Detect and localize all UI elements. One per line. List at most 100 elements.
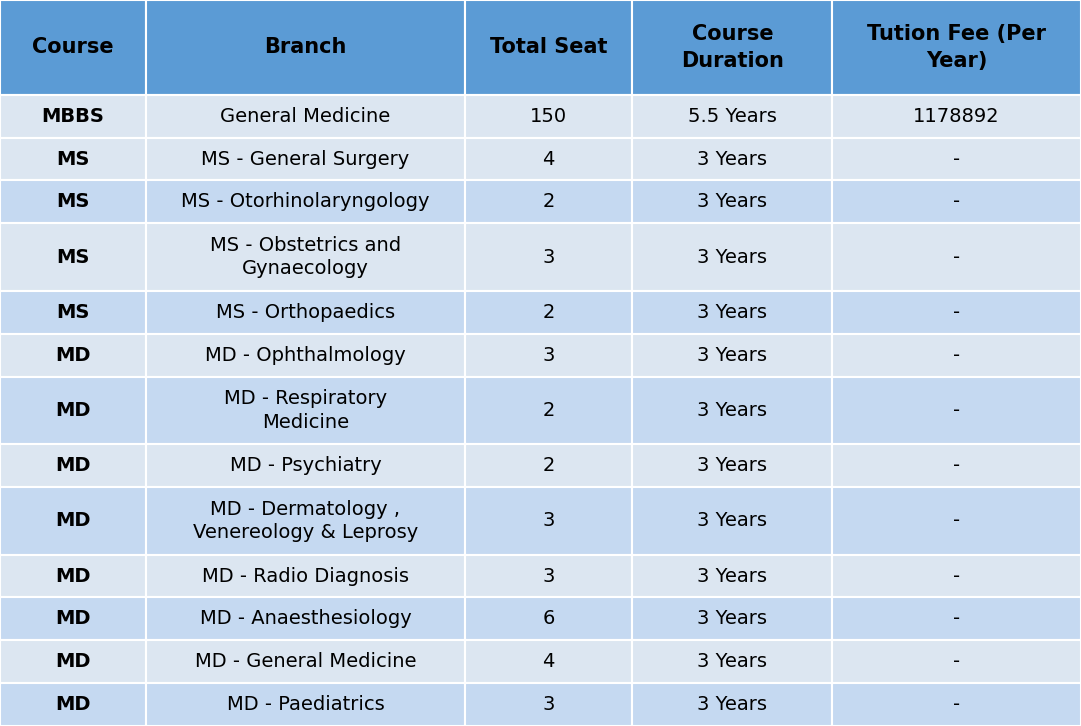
Bar <box>832 224 1081 291</box>
Text: -: - <box>953 248 960 266</box>
Text: MD - Dermatology ,
Venereology & Leprosy: MD - Dermatology , Venereology & Leprosy <box>192 499 418 542</box>
Text: 1178892: 1178892 <box>913 107 1000 126</box>
Text: 2: 2 <box>543 456 555 475</box>
Text: 4: 4 <box>543 652 555 672</box>
Text: -: - <box>953 609 960 629</box>
Text: MS - Otorhinolaryngology: MS - Otorhinolaryngology <box>182 192 429 211</box>
Bar <box>0 334 146 377</box>
Text: 3: 3 <box>543 695 555 714</box>
Text: MD - Respiratory
Medicine: MD - Respiratory Medicine <box>224 389 387 432</box>
Text: Course
Duration: Course Duration <box>681 24 784 70</box>
Bar <box>146 95 465 138</box>
Text: -: - <box>953 652 960 672</box>
Text: 3 Years: 3 Years <box>697 346 768 364</box>
Text: MD - Anaesthesiology: MD - Anaesthesiology <box>200 609 411 629</box>
Bar <box>832 555 1081 597</box>
Bar <box>632 377 832 444</box>
Text: MS: MS <box>56 192 90 211</box>
Bar <box>146 597 465 640</box>
Text: MD: MD <box>55 566 91 586</box>
Bar <box>465 334 632 377</box>
Text: 2: 2 <box>543 401 555 420</box>
Bar <box>632 640 832 683</box>
Bar <box>146 138 465 181</box>
Bar <box>0 444 146 487</box>
Text: MS: MS <box>56 248 90 266</box>
Bar <box>0 487 146 555</box>
Bar <box>146 444 465 487</box>
Text: MS - Obstetrics and
Gynaecology: MS - Obstetrics and Gynaecology <box>210 236 401 278</box>
Bar <box>146 555 465 597</box>
Bar <box>146 487 465 555</box>
Text: MD: MD <box>55 456 91 475</box>
Bar <box>465 555 632 597</box>
Bar <box>146 224 465 291</box>
Bar <box>832 181 1081 224</box>
Bar <box>0 181 146 224</box>
Text: 150: 150 <box>530 107 568 126</box>
Text: 3 Years: 3 Years <box>697 150 768 168</box>
Bar <box>465 95 632 138</box>
Text: 3 Years: 3 Years <box>697 566 768 586</box>
Bar <box>0 95 146 138</box>
Text: -: - <box>953 456 960 475</box>
Bar <box>832 597 1081 640</box>
Bar <box>832 0 1081 95</box>
Bar <box>0 640 146 683</box>
Bar <box>832 291 1081 334</box>
Bar <box>632 181 832 224</box>
Bar <box>146 291 465 334</box>
Bar <box>632 291 832 334</box>
Text: MD: MD <box>55 401 91 420</box>
Text: MD - Radio Diagnosis: MD - Radio Diagnosis <box>202 566 409 586</box>
Text: Course: Course <box>32 37 114 57</box>
Bar <box>832 334 1081 377</box>
Text: MD: MD <box>55 511 91 530</box>
Text: General Medicine: General Medicine <box>221 107 390 126</box>
Text: 3 Years: 3 Years <box>697 511 768 530</box>
Text: Tution Fee (Per
Year): Tution Fee (Per Year) <box>867 24 1046 70</box>
Bar <box>632 138 832 181</box>
Bar <box>465 138 632 181</box>
Text: 6: 6 <box>543 609 555 629</box>
Bar <box>832 95 1081 138</box>
Text: Branch: Branch <box>264 37 347 57</box>
Text: 3: 3 <box>543 346 555 364</box>
Text: 3 Years: 3 Years <box>697 609 768 629</box>
Bar <box>465 683 632 726</box>
Bar <box>146 640 465 683</box>
Text: MD - Ophthalmology: MD - Ophthalmology <box>205 346 405 364</box>
Bar <box>632 683 832 726</box>
Text: -: - <box>953 303 960 322</box>
Text: 3 Years: 3 Years <box>697 695 768 714</box>
Text: Total Seat: Total Seat <box>490 37 608 57</box>
Bar <box>632 444 832 487</box>
Bar <box>832 138 1081 181</box>
Text: MD: MD <box>55 609 91 629</box>
Text: MS - Orthopaedics: MS - Orthopaedics <box>216 303 395 322</box>
Bar <box>832 640 1081 683</box>
Text: -: - <box>953 511 960 530</box>
Text: 3: 3 <box>543 511 555 530</box>
Text: -: - <box>953 150 960 168</box>
Bar <box>632 487 832 555</box>
Text: 3 Years: 3 Years <box>697 401 768 420</box>
Text: MS: MS <box>56 150 90 168</box>
Text: 3 Years: 3 Years <box>697 456 768 475</box>
Text: -: - <box>953 192 960 211</box>
Bar <box>0 291 146 334</box>
Bar <box>0 555 146 597</box>
Bar <box>146 181 465 224</box>
Bar <box>465 640 632 683</box>
Text: MS - General Surgery: MS - General Surgery <box>201 150 410 168</box>
Bar <box>0 224 146 291</box>
Text: 5.5 Years: 5.5 Years <box>688 107 777 126</box>
Text: 3 Years: 3 Years <box>697 652 768 672</box>
Bar <box>832 377 1081 444</box>
Text: -: - <box>953 566 960 586</box>
Bar <box>632 95 832 138</box>
Text: MS: MS <box>56 303 90 322</box>
Bar <box>0 0 146 95</box>
Text: MD: MD <box>55 652 91 672</box>
Bar <box>465 0 632 95</box>
